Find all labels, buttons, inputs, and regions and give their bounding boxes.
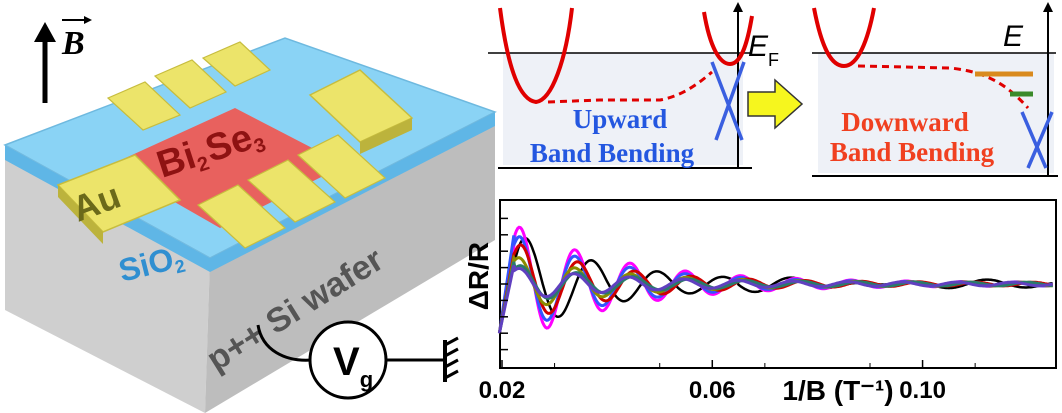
contact-pad-left-side: [58, 185, 103, 244]
top-probe-2: [153, 59, 228, 109]
series-line-0: [498, 236, 1053, 334]
upward-caption-line2: Band Bending: [530, 138, 695, 168]
top-probe-1: [106, 81, 182, 131]
downward-caption-line2: Band Bending: [830, 137, 995, 167]
dirac-cone-right-1: [1020, 111, 1048, 169]
surface-band: [702, 11, 754, 67]
ground-icon: [443, 336, 459, 382]
x-tick-label-0: 0.02: [479, 377, 526, 404]
conduction-band-bulk: [498, 7, 574, 105]
downward-caption-line1: Downward: [841, 107, 969, 137]
dirac-cone-right-branch: [714, 61, 746, 141]
contact-pad-right-side: [360, 118, 412, 154]
substrate-right-face: [205, 112, 495, 413]
x-tick-label-2: 0.10: [899, 377, 946, 404]
dirac-cone-right-2: [1026, 111, 1054, 169]
ticks-layer: 0.02 0.06 0.10: [479, 217, 976, 404]
substrate-left-face: [5, 145, 210, 413]
x-axis-label: 1/B (T⁻¹): [782, 375, 893, 406]
band-diagram-upward: EF Upward Band Bending: [488, 2, 779, 169]
x-tick-label-1: 0.06: [689, 377, 736, 404]
upward-caption-line1: Upward: [573, 104, 668, 134]
contact-pad-left: [56, 154, 182, 233]
gate-circuit: Vg: [256, 320, 459, 400]
bottom-probe-3: [296, 134, 387, 199]
field-label: B: [61, 25, 85, 62]
bottom-probe-1: [196, 184, 287, 249]
energy-label: E: [1003, 20, 1024, 53]
dirac-cone-left-branch: [710, 61, 744, 141]
y-axis-label: ΔR/R: [463, 242, 494, 310]
series-line-1: [497, 225, 1053, 334]
gate-wire-left: [256, 324, 313, 362]
magnetic-field-arrow: [34, 22, 56, 103]
band-bending-downward: [857, 64, 1030, 110]
transition-arrow-icon: [747, 78, 804, 130]
band-diagram-downward: E Downward Band Bending: [812, 2, 1058, 177]
gold-contacts: [56, 41, 414, 249]
gate-symbol: Vg: [333, 340, 373, 392]
series-layer: [497, 225, 1054, 334]
oscillation-plot: 0.02 0.06 0.10 ΔR/R 1/B (T⁻¹): [463, 199, 1057, 406]
conduction-band-bulk-right: [812, 7, 876, 69]
fermi-energy-label: EF: [748, 30, 779, 70]
series-line-6: [497, 265, 1054, 334]
device-schematic: B Bi2Se3 Au S: [3, 16, 497, 413]
top-probe-3: [201, 41, 272, 87]
bottom-probe-2: [246, 159, 337, 223]
band-panel-bg: [503, 53, 743, 165]
band-bending-upward: [547, 70, 713, 104]
vector-arrow-head: [84, 16, 92, 24]
